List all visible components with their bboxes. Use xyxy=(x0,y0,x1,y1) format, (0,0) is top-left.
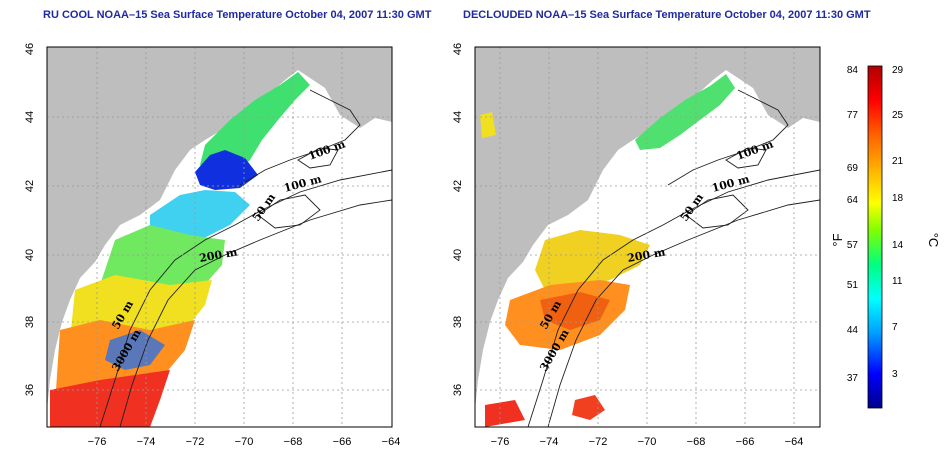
bathymetry-contours xyxy=(99,89,392,427)
sst-red-orange xyxy=(540,292,610,330)
x-tick-label: −64 xyxy=(382,436,401,448)
y-tick-label: 46 xyxy=(452,43,464,55)
sst-cloud-blue xyxy=(105,330,165,370)
sst-north xyxy=(635,74,735,150)
colorbar-c-labels: 29 25 21 18 14 11 7 3 xyxy=(892,65,904,380)
sst-yellow-left xyxy=(480,112,496,138)
y-tick-label: 40 xyxy=(452,249,464,261)
x-tick-label: −74 xyxy=(137,436,156,448)
sst-yellow xyxy=(535,230,650,290)
colorbar-f-labels: 84 77 69 64 57 51 44 37 xyxy=(847,65,859,384)
x-tick-label: −74 xyxy=(540,436,559,448)
x-tick-label: −66 xyxy=(333,436,352,448)
y-tick-label: 46 xyxy=(24,43,36,55)
y-tick-label: 42 xyxy=(452,180,464,192)
y-tick-label: 44 xyxy=(452,111,464,123)
unit-fahrenheit: °F xyxy=(830,233,845,246)
x-tick-label: −76 xyxy=(88,436,107,448)
x-tick-label: −70 xyxy=(235,436,254,448)
bathymetry-contours xyxy=(527,89,820,427)
right-x-axis: −76 −74 −72 −70 −68 −66 −64 xyxy=(491,436,804,448)
y-tick-label: 44 xyxy=(24,111,36,123)
y-tick-label: 42 xyxy=(24,180,36,192)
f-tick-label: 51 xyxy=(847,280,859,291)
left-x-axis: −76 −74 −72 −70 −68 −66 −64 xyxy=(88,436,401,448)
c-tick-label: 21 xyxy=(892,156,904,167)
f-tick-label: 84 xyxy=(847,65,859,76)
right-panel-title: DECLOUDED NOAA–15 Sea Surface Temperatur… xyxy=(463,9,871,21)
c-tick-label: 18 xyxy=(892,193,904,204)
right-y-axis: 36 38 40 42 44 46 xyxy=(452,43,464,396)
c-tick-label: 29 xyxy=(892,65,904,76)
right-grid xyxy=(475,47,820,427)
c-tick-label: 25 xyxy=(892,110,904,121)
y-tick-label: 36 xyxy=(24,384,36,396)
x-tick-label: −70 xyxy=(638,436,657,448)
c-tick-label: 7 xyxy=(892,322,898,333)
left-map: 100 m 100 m 50 m 200 m 50 m 3000 m −76 −… xyxy=(24,43,400,448)
f-tick-label: 37 xyxy=(847,373,859,384)
left-panel-title: RU COOL NOAA–15 Sea Surface Temperature … xyxy=(43,9,432,21)
land-mass xyxy=(47,47,392,410)
f-tick-label: 57 xyxy=(847,240,859,251)
sst-red xyxy=(485,400,525,427)
colorbar: 84 77 69 64 57 51 44 37 29 25 21 18 14 1… xyxy=(830,65,941,409)
f-tick-label: 64 xyxy=(847,195,859,206)
y-tick-label: 38 xyxy=(452,316,464,328)
right-map: 100 m 100 m 50 m 200 m 50 m 3000 m −76 −… xyxy=(452,43,821,448)
y-tick-label: 40 xyxy=(24,249,36,261)
sst-north xyxy=(200,72,310,175)
x-tick-label: −72 xyxy=(589,436,608,448)
left-y-axis: 36 38 40 42 44 46 xyxy=(24,43,36,396)
left-grid xyxy=(47,47,392,427)
y-tick-label: 36 xyxy=(452,384,464,396)
x-tick-label: −76 xyxy=(491,436,510,448)
x-tick-label: −64 xyxy=(785,436,804,448)
x-tick-label: −72 xyxy=(186,436,205,448)
x-tick-label: −68 xyxy=(687,436,706,448)
c-tick-label: 3 xyxy=(892,369,898,380)
y-tick-label: 38 xyxy=(24,316,36,328)
f-tick-label: 77 xyxy=(847,110,859,121)
x-tick-label: −68 xyxy=(284,436,303,448)
land-mass xyxy=(475,47,820,410)
f-tick-label: 69 xyxy=(847,163,859,174)
c-tick-label: 11 xyxy=(892,276,903,287)
sst-red-spot xyxy=(572,395,605,420)
x-tick-label: −66 xyxy=(736,436,755,448)
colorbar-gradient xyxy=(867,65,883,409)
unit-celsius: °C xyxy=(926,233,941,248)
f-tick-label: 44 xyxy=(847,325,859,336)
sst-cold-blob xyxy=(195,150,258,190)
sst-red xyxy=(50,370,170,427)
c-tick-label: 14 xyxy=(892,240,904,251)
